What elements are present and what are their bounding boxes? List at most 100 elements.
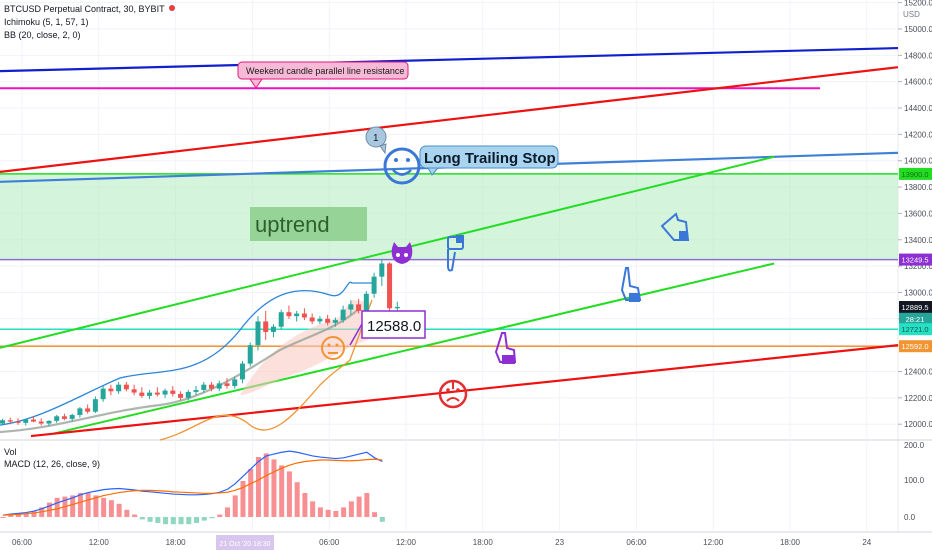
macd-histogram-bar xyxy=(248,469,254,517)
vol-label[interactable]: Vol xyxy=(4,447,17,457)
candle-body xyxy=(317,318,323,322)
candle-body xyxy=(30,419,36,422)
candle-body xyxy=(348,304,354,310)
weekend-callout[interactable]: Weekend candle parallel line resistance xyxy=(237,61,409,89)
pointing-up-icon xyxy=(620,267,642,302)
candle-body xyxy=(116,384,122,392)
cat-face-icon xyxy=(391,242,413,264)
macd-histogram-bar xyxy=(325,509,331,517)
price-tick-label: 13400.0 xyxy=(904,236,932,245)
candle-body xyxy=(170,390,176,394)
price-tick-label: 15000.0 xyxy=(904,25,932,34)
macd-histogram-bar xyxy=(372,512,378,517)
signal-line xyxy=(2,458,383,516)
price-tick-label: 12200.0 xyxy=(904,394,932,403)
time-tick-label: 06:00 xyxy=(626,538,647,547)
time-tick-label: 18:00 xyxy=(166,538,187,547)
weekend-callout-tail xyxy=(249,78,263,89)
macd-label[interactable]: MACD (12, 26, close, 9) xyxy=(4,459,101,469)
time-highlight-label: 21 Oct '20 18:30 xyxy=(219,541,270,548)
trendline-green xyxy=(53,262,775,435)
candle-body xyxy=(92,399,98,412)
frown-face-icon xyxy=(438,379,468,409)
price-tick-label: 14000.0 xyxy=(904,157,932,166)
time-tick-label: 24 xyxy=(862,538,871,547)
trailing-stop-tail xyxy=(427,167,440,176)
price-tick-label: 12000.0 xyxy=(904,420,932,429)
candle-body xyxy=(178,393,184,398)
candle-body xyxy=(278,312,284,327)
candle-body xyxy=(216,383,222,389)
symbol-title: BTCUSD Perpetual Contract, 30, BYBIT xyxy=(4,4,175,14)
macd-histogram-bar xyxy=(85,493,91,517)
candle-body xyxy=(108,388,114,392)
price-tick-label: 14200.0 xyxy=(904,130,932,139)
candle-body xyxy=(301,313,307,318)
macd-histogram-bar xyxy=(341,507,347,517)
time-tick-label: 12:00 xyxy=(396,538,417,547)
candle-body xyxy=(332,320,338,323)
price-tick-label: 13800.0 xyxy=(904,183,932,192)
marker-number: 1 xyxy=(373,133,379,144)
candle-body xyxy=(263,321,269,332)
macd-histogram-bar xyxy=(139,517,145,520)
time-tick-label: 23 xyxy=(555,538,564,547)
bb-upper-line xyxy=(0,281,372,426)
price-tag-box xyxy=(899,312,932,325)
price-tick-label: 14800.0 xyxy=(904,51,932,60)
marker-balloon[interactable]: 1 xyxy=(365,126,387,155)
candle-body xyxy=(394,306,400,309)
time-tick-label: 12:00 xyxy=(703,538,724,547)
price-tag-box xyxy=(899,323,932,336)
macd-histogram-bar xyxy=(186,517,192,525)
macd-histogram-bar xyxy=(77,493,83,517)
candle-body xyxy=(363,293,369,311)
macd-histogram-bar xyxy=(147,517,153,522)
candle-body xyxy=(309,317,315,322)
price-callout-value: 12588.0 xyxy=(367,318,421,335)
macd-histogram-bar xyxy=(31,511,37,517)
candles xyxy=(0,259,400,427)
price-callout[interactable]: 12588.0 xyxy=(349,310,426,346)
macd-histogram-bar xyxy=(271,459,277,517)
candle-body xyxy=(325,318,331,323)
price-tick-label: 14600.0 xyxy=(904,78,932,87)
time-tick-label: 18:00 xyxy=(473,538,494,547)
status-dot xyxy=(168,5,175,11)
thumbs-up-icon-right xyxy=(660,212,690,241)
candle-body xyxy=(54,416,60,421)
candle-body xyxy=(270,326,276,332)
macd-histogram-bar xyxy=(93,495,99,517)
smiley-face-icon xyxy=(383,147,421,185)
trailing-stop-callout[interactable]: Long Trailing Stop xyxy=(419,145,559,176)
macd-histogram-bar xyxy=(317,507,323,517)
trendline-blue xyxy=(0,46,899,73)
candle-body xyxy=(340,309,346,321)
price-tick-label: 13200.0 xyxy=(904,262,932,271)
trailing-stop-box xyxy=(419,145,559,169)
bb-lower-line xyxy=(159,299,373,441)
macd-panel xyxy=(0,450,385,525)
macd-histogram-bar xyxy=(348,501,354,517)
macd-histogram-bar xyxy=(356,496,362,517)
candle-body xyxy=(147,392,153,396)
macd-tick-label: 200.0 xyxy=(904,441,925,450)
candle-body xyxy=(46,420,52,424)
symbol-text: BTCUSD Perpetual Contract, 30, BYBIT xyxy=(4,4,165,14)
indicator-bb[interactable]: BB (20, close, 2, 0) xyxy=(4,30,81,40)
candle-body xyxy=(224,383,230,386)
macd-histogram-bar xyxy=(194,517,200,523)
macd-histogram-bar xyxy=(379,517,385,522)
macd-histogram-bar xyxy=(333,511,339,517)
candle-body xyxy=(356,304,362,311)
macd-histogram-bar xyxy=(286,471,292,517)
candle-body xyxy=(239,363,245,380)
price-tick-label: 13600.0 xyxy=(904,209,932,218)
indicator-ichimoku[interactable]: Ichimoku (5, 1, 57, 1) xyxy=(4,17,89,27)
uptrend-label-box[interactable]: uptrend xyxy=(250,207,367,241)
price-tag-label: 28:21 xyxy=(906,315,925,324)
candle-body xyxy=(162,390,168,395)
